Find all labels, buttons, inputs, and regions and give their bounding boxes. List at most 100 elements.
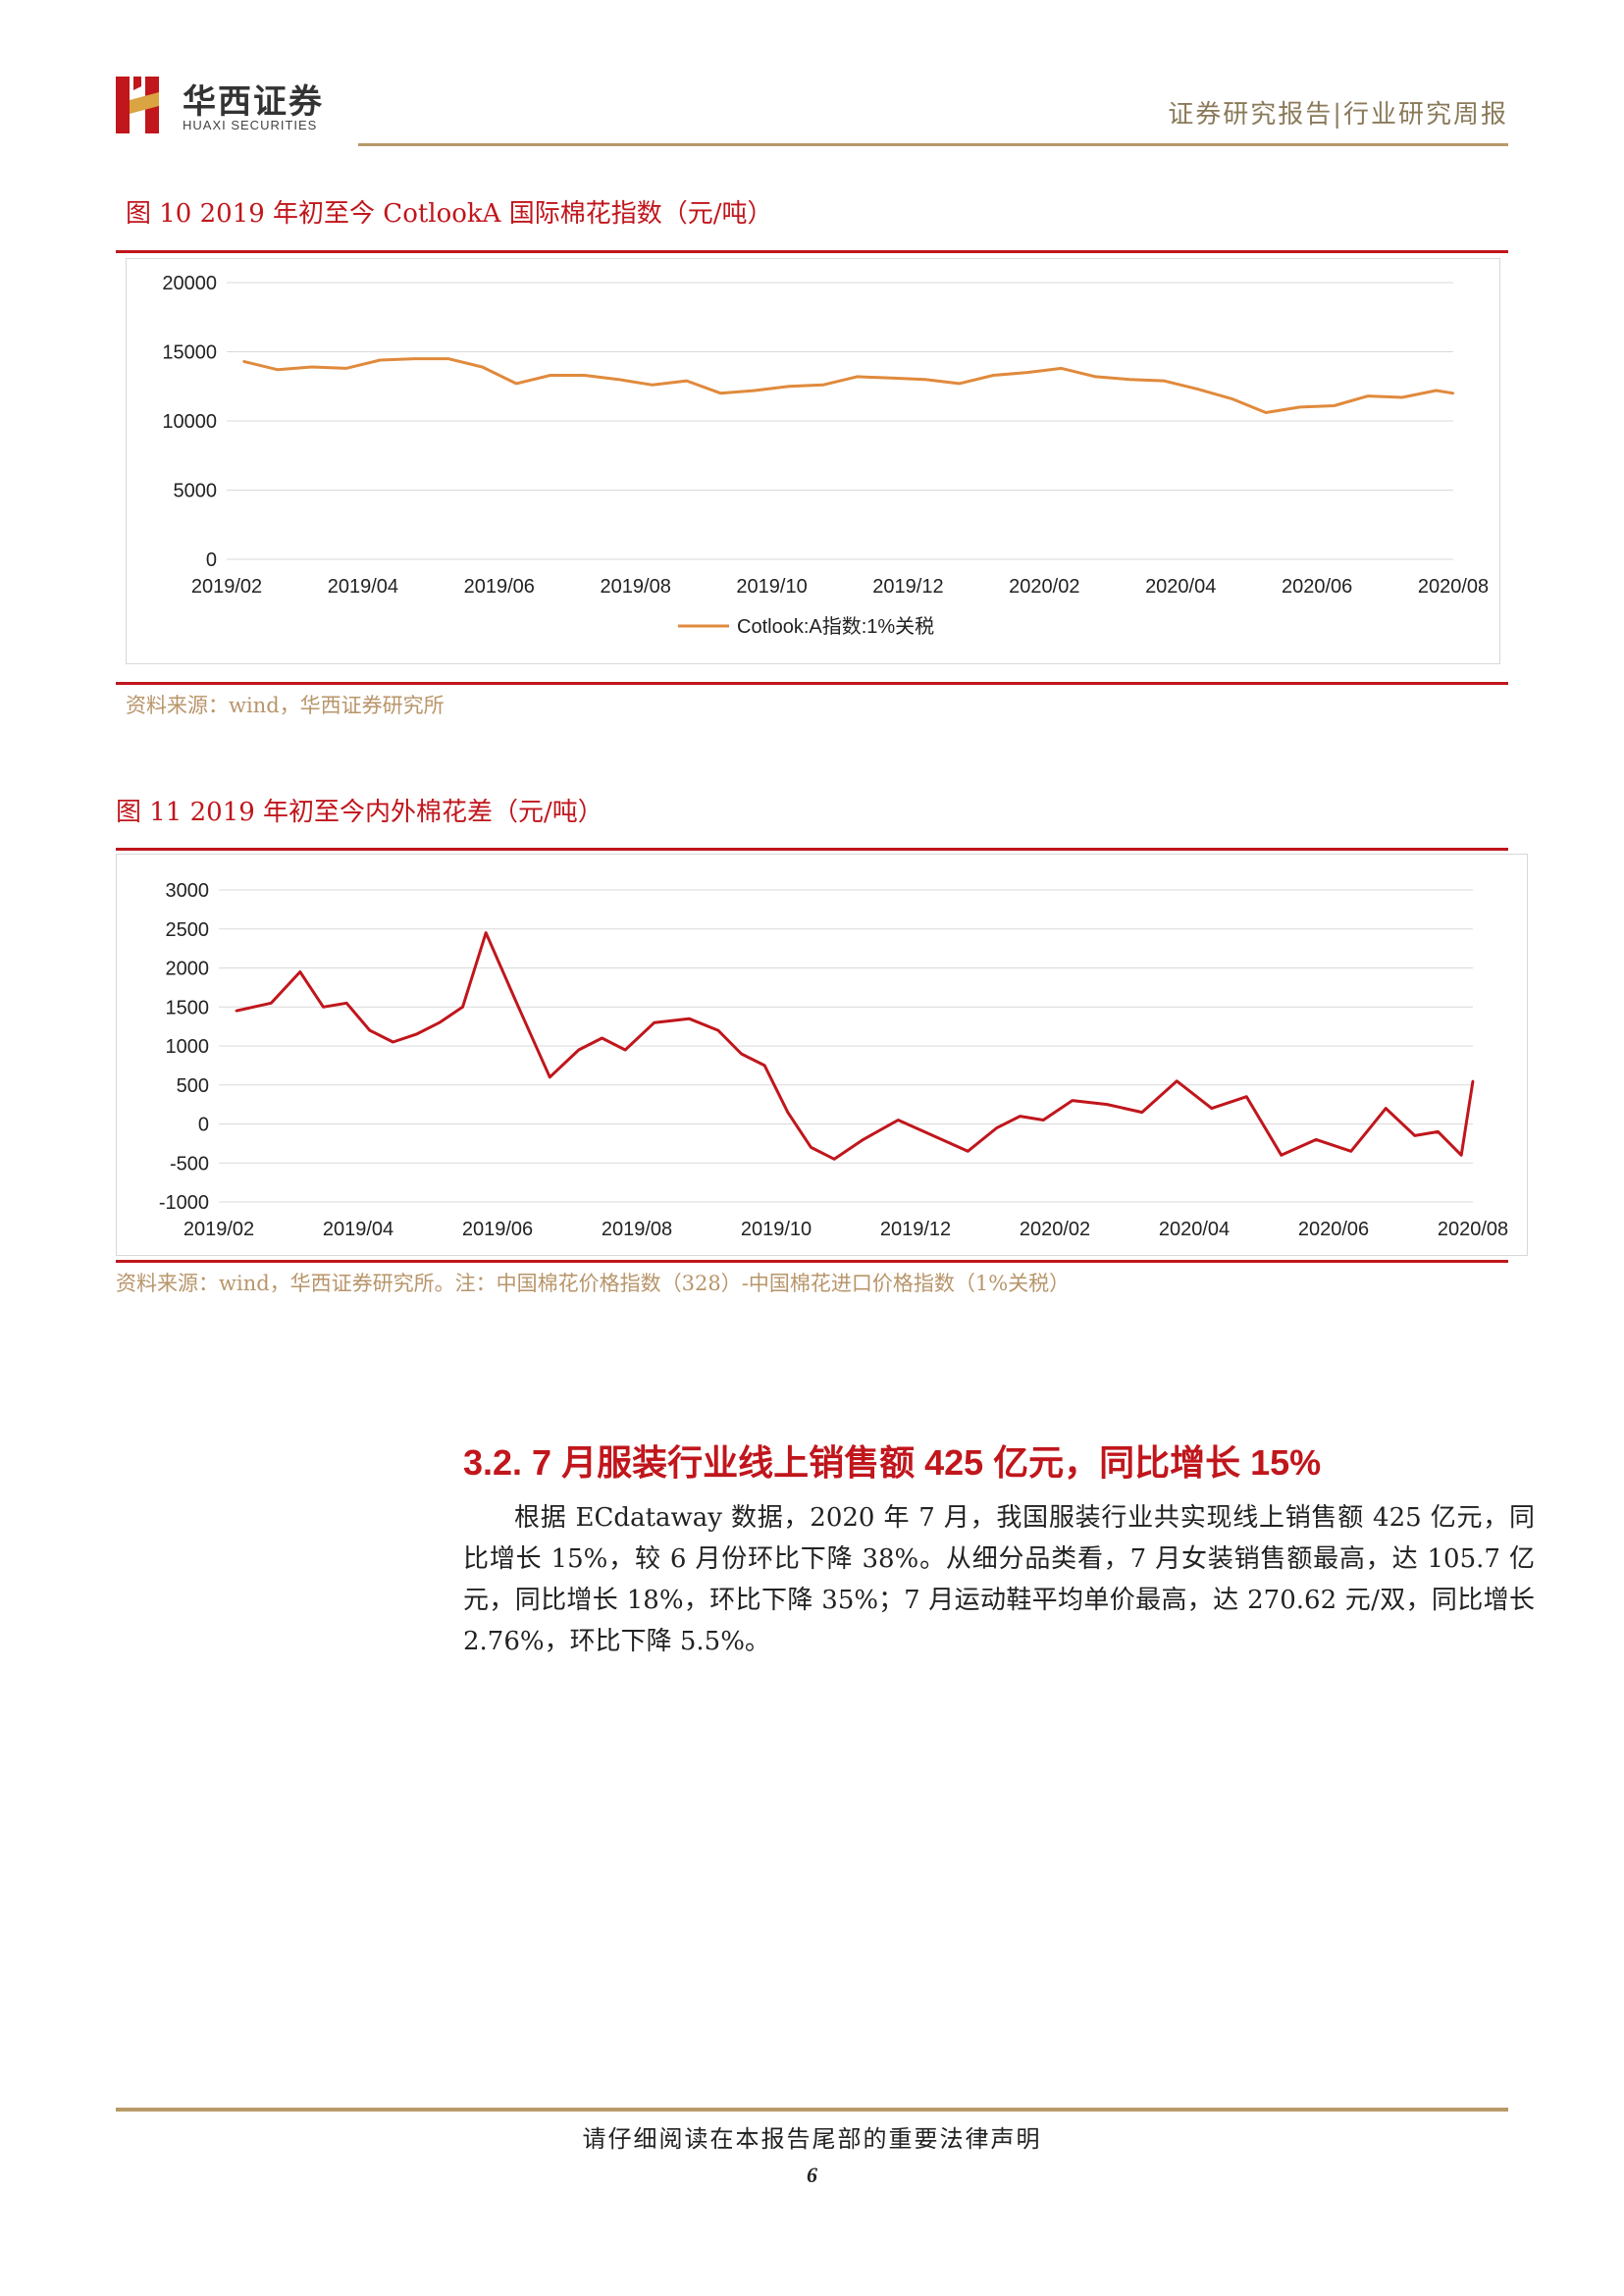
- fig11-data-point: [995, 1126, 999, 1129]
- figure10-chart: 20000 15000 10000 5000 0 2019/02 2019/04 2019/0…: [162, 273, 1489, 638]
- fig11-x-tick-label: 2020/08: [1438, 1219, 1508, 1240]
- fig11-data-point: [1349, 1150, 1352, 1153]
- figure11-top-rule: [116, 848, 1508, 851]
- fig11-data-point: [786, 1111, 790, 1114]
- fig10-data-point: [958, 382, 961, 386]
- fig11-y-tick-label: 1500: [166, 997, 210, 1018]
- fig10-data-point: [1196, 388, 1199, 391]
- fig11-data-point: [1315, 1138, 1318, 1141]
- brand-name-cn: 华西证券: [183, 82, 324, 122]
- fig10-series-line: [243, 357, 1454, 414]
- fig11-data-point: [1140, 1111, 1143, 1114]
- figure10-bottom-rule: [116, 682, 1508, 685]
- fig10-data-point: [719, 391, 722, 394]
- figure11-bottom-rule: [116, 1260, 1508, 1263]
- fig11-data-point: [298, 970, 302, 973]
- fig11-data-point: [862, 1138, 864, 1141]
- fig10-data-point: [446, 357, 449, 360]
- brand-name-en: HUAXI SECURITIES: [183, 118, 318, 132]
- fig11-data-point: [716, 1028, 720, 1032]
- fig10-data-point: [821, 384, 824, 387]
- fig10-data-point: [481, 365, 484, 369]
- fig10-y-tick-label: 0: [206, 549, 217, 571]
- fig10-data-point: [1333, 404, 1336, 407]
- fig11-y-tick-label: 2500: [166, 919, 210, 941]
- fig10-data-point: [276, 368, 280, 372]
- fig10-data-point: [1060, 367, 1063, 370]
- section-heading: 3.2. 7 月服装行业线上销售额 425 亿元，同比增长 15%: [463, 1442, 1322, 1483]
- figure11-title: 图 11 2019 年初至今内外棉花差（元/吨）: [116, 798, 603, 827]
- fig10-x-tick-label: 2020/08: [1418, 576, 1489, 598]
- report-type: 证券研究报告|行业研究周报: [1168, 100, 1508, 130]
- fig11-y-tick-label: 2000: [166, 959, 210, 980]
- fig11-data-point: [653, 1020, 655, 1024]
- fig11-data-point: [1071, 1099, 1074, 1102]
- fig10-data-point: [344, 367, 347, 370]
- fig10-x-tick-label: 2019/06: [464, 576, 535, 598]
- fig10-data-point: [1451, 391, 1455, 394]
- fig11-x-tick-label: 2019/06: [462, 1219, 533, 1240]
- fig10-data-point: [923, 378, 927, 381]
- fig11-y-tick-label: 0: [198, 1115, 209, 1136]
- fig11-data-point: [967, 1150, 969, 1153]
- fig10-y-tick-label: 20000: [162, 273, 217, 294]
- fig10-data-point: [412, 357, 416, 360]
- fig11-data-point: [414, 1032, 418, 1036]
- fig11-data-point: [438, 1020, 442, 1024]
- fig10-data-point: [1264, 411, 1268, 414]
- huaxi-logo-icon: [116, 77, 159, 133]
- fig11-data-point: [1041, 1119, 1045, 1122]
- fig10-data-point: [583, 374, 586, 377]
- fig10-x-tick-label: 2019/02: [191, 576, 262, 598]
- fig11-x-tick-label: 2019/12: [880, 1219, 951, 1240]
- fig10-y-tick-label: 15000: [162, 342, 217, 364]
- fig10-data-point: [1094, 375, 1097, 379]
- fig10-data-point: [617, 378, 620, 381]
- fig10-data-point: [1366, 394, 1370, 397]
- fig11-y-tick-label: 500: [177, 1075, 209, 1097]
- fig11-data-point: [1437, 1130, 1440, 1133]
- fig11-x-tick-label: 2019/04: [323, 1219, 393, 1240]
- fig11-data-point: [235, 1010, 237, 1013]
- fig11-y-tick-label: -1000: [159, 1192, 209, 1214]
- fig10-data-point: [242, 360, 245, 363]
- fig11-data-point: [1019, 1115, 1022, 1118]
- fig10-data-point: [549, 374, 552, 377]
- fig11-data-point: [601, 1036, 603, 1040]
- fig11-data-point: [740, 1052, 743, 1056]
- fig11-x-tick-label: 2020/06: [1298, 1219, 1369, 1240]
- fig11-data-point: [623, 1048, 627, 1052]
- fig10-data-point: [310, 365, 314, 369]
- figure10-chart-frame: 20000 15000 10000 5000 0 2019/02 2019/04 2019/0…: [126, 258, 1500, 664]
- figure11-chart-frame: 3000 2500 2000 1500 1000 500 0 -500 -1000 2019/02…: [116, 854, 1528, 1256]
- fig11-x-tick-label: 2020/04: [1159, 1219, 1230, 1240]
- footer-legal-note: 请仔细阅读在本报告尾部的重要法律声明: [582, 2125, 1042, 2153]
- fig10-data-point: [787, 385, 791, 388]
- fig11-data-point: [368, 1028, 372, 1032]
- fig11-data-point: [688, 1017, 691, 1020]
- fig10-data-point: [1298, 405, 1301, 409]
- page-number: 6: [807, 2163, 817, 2187]
- fig10-data-point: [514, 382, 518, 386]
- fig11-data-point: [344, 1002, 348, 1005]
- fig11-data-point: [549, 1075, 551, 1078]
- fig11-x-tick-label: 2019/02: [183, 1219, 254, 1240]
- fig11-data-point: [1413, 1134, 1417, 1137]
- fig11-data-point: [897, 1119, 900, 1122]
- fig11-data-point: [392, 1040, 394, 1044]
- fig10-y-tick-label: 10000: [162, 411, 217, 433]
- fig11-y-tick-label: 1000: [166, 1036, 210, 1058]
- fig11-data-point: [1176, 1079, 1179, 1082]
- fig10-x-tick-label: 2019/04: [328, 576, 398, 598]
- fig11-data-point: [1280, 1154, 1283, 1157]
- fig11-data-point: [461, 1006, 464, 1009]
- fig11-x-tick-label: 2019/08: [602, 1219, 672, 1240]
- fig11-y-tick-label: 3000: [166, 880, 210, 902]
- figure10-source: 资料来源：wind，华西证券研究所: [126, 694, 445, 717]
- fig11-data-point: [513, 998, 516, 1001]
- fig10-data-point: [1231, 397, 1233, 400]
- section-paragraph: 根据 ECdataway 数据，2020 年 7 月，我国服装行业共实现线上销售…: [463, 1503, 1535, 1656]
- fig11-data-point: [1245, 1095, 1248, 1098]
- fig10-data-point: [992, 374, 995, 377]
- fig10-y-tick-label: 5000: [174, 481, 218, 502]
